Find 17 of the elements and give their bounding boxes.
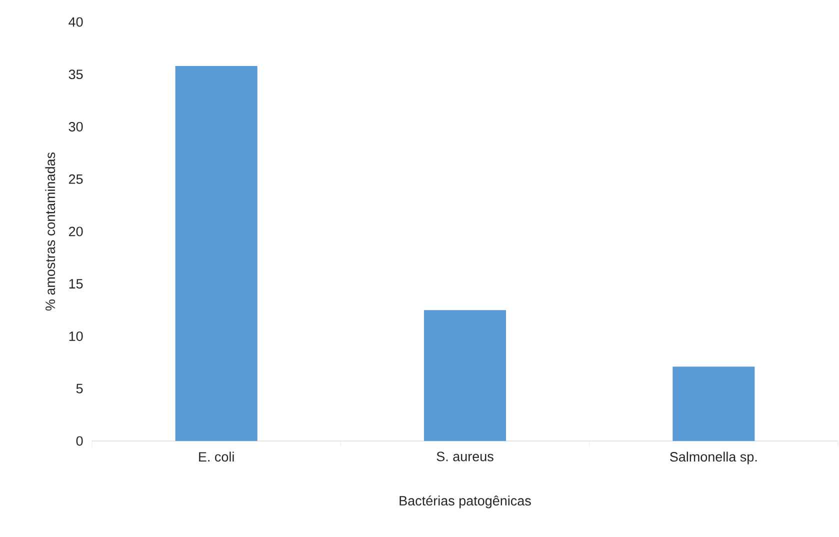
y-tick-label: 20 [68,226,83,236]
x-tick-label: E. coli [199,452,234,462]
y-tick-label: 40 [68,17,83,27]
x-axis-title: Bactérias patogênicas [400,495,531,508]
y-tick-label: 15 [69,279,83,289]
x-tick-label: S. aureus [436,452,494,462]
y-tick-label: 25 [68,174,83,184]
y-tick-label: 0 [76,436,83,446]
bar [424,310,506,441]
bar [672,366,755,441]
y-tick-label: 30 [68,122,83,132]
y-tick-label: 10 [69,331,83,342]
x-tick-label: Salmonella sp. [670,452,757,464]
y-tick-label: 35 [68,70,83,80]
y-axis-title: % amostras contaminadas [45,152,56,311]
bar [175,66,258,441]
y-tick-label: 5 [76,384,83,394]
